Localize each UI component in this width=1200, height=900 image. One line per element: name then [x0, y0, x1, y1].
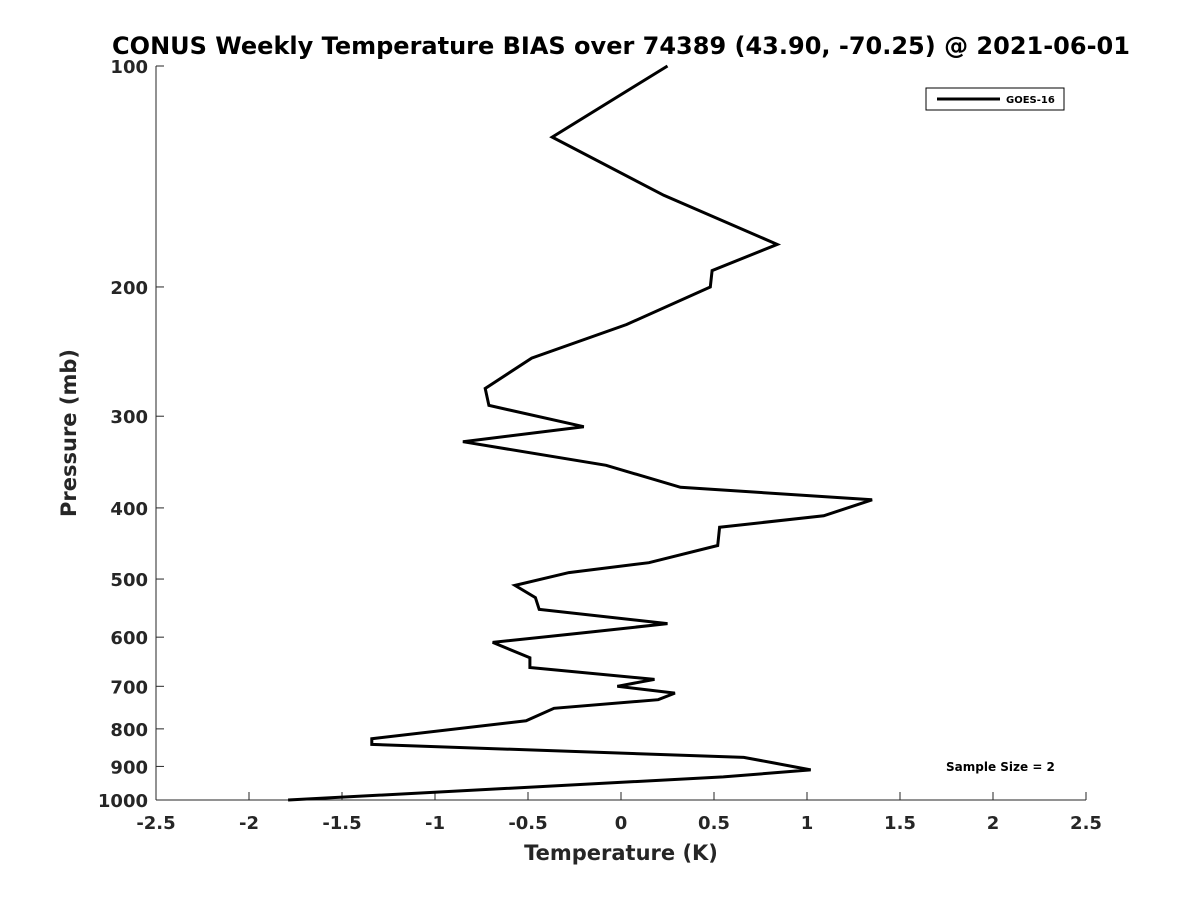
x-tick-label: -0.5: [508, 813, 547, 834]
x-tick-label: 1: [801, 813, 814, 834]
y-tick-label: 800: [110, 720, 148, 741]
y-tick-label: 400: [110, 499, 148, 520]
x-tick-label: 0: [615, 813, 628, 834]
legend-entry-goes-16: GOES-16: [1006, 95, 1055, 106]
plot-frame: [155, 66, 1086, 801]
y-tick-label: 100: [110, 57, 148, 78]
x-tick-label: 2.5: [1070, 813, 1102, 834]
y-tick-label: 1000: [98, 791, 148, 812]
series-line-goes-16: [288, 64, 873, 802]
chart-title: CONUS Weekly Temperature BIAS over 74389…: [112, 32, 1130, 60]
x-axis-label: Temperature (K): [524, 841, 718, 865]
x-tick-label: 2: [987, 813, 1000, 834]
x-axis: -2.5 -2 -1.5 -1 -0.5 0 0.5 1 1.5 2 2.5: [136, 792, 1102, 834]
series-layer: [288, 64, 873, 802]
x-tick-label: -1.5: [322, 813, 361, 834]
x-tick-label: 0.5: [698, 813, 730, 834]
y-tick-label: 600: [110, 628, 148, 649]
x-tick-label: -2.5: [136, 813, 175, 834]
sample-size-annotation: Sample Size = 2: [946, 760, 1055, 774]
y-tick-label: 700: [110, 677, 148, 698]
x-tick-label: 1.5: [884, 813, 916, 834]
y-tick-label: 900: [110, 757, 148, 778]
x-tick-label: -1: [425, 813, 445, 834]
y-axis: 100 200 300 400 500 600 700 800 900 1000: [98, 57, 164, 812]
y-tick-label: 300: [110, 407, 148, 428]
legend: GOES-16: [925, 87, 1065, 111]
y-axis-label: Pressure (mb): [57, 349, 81, 517]
y-tick-label: 500: [110, 570, 148, 591]
x-tick-label: -2: [239, 813, 259, 834]
y-tick-label: 200: [110, 278, 148, 299]
